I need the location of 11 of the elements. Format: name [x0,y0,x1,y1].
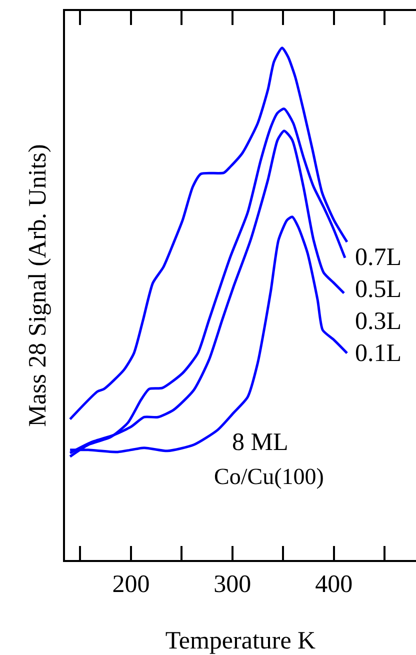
x-tick-label: 200 [112,571,150,598]
series-label: 0.5L [355,276,402,303]
series-label: 0.3L [355,308,402,335]
x-tick-label: 400 [315,571,353,598]
x-axis-title: Temperature K [165,628,316,654]
y-axis-title: Mass 28 Signal (Arb. Units) [24,144,52,427]
annotation: Co/Cu(100) [214,464,324,489]
series-label: 0.1L [355,340,402,367]
annotation: 8 ML [232,429,288,456]
series-label: 0.7L [355,244,402,271]
x-tick-label: 300 [214,571,252,598]
